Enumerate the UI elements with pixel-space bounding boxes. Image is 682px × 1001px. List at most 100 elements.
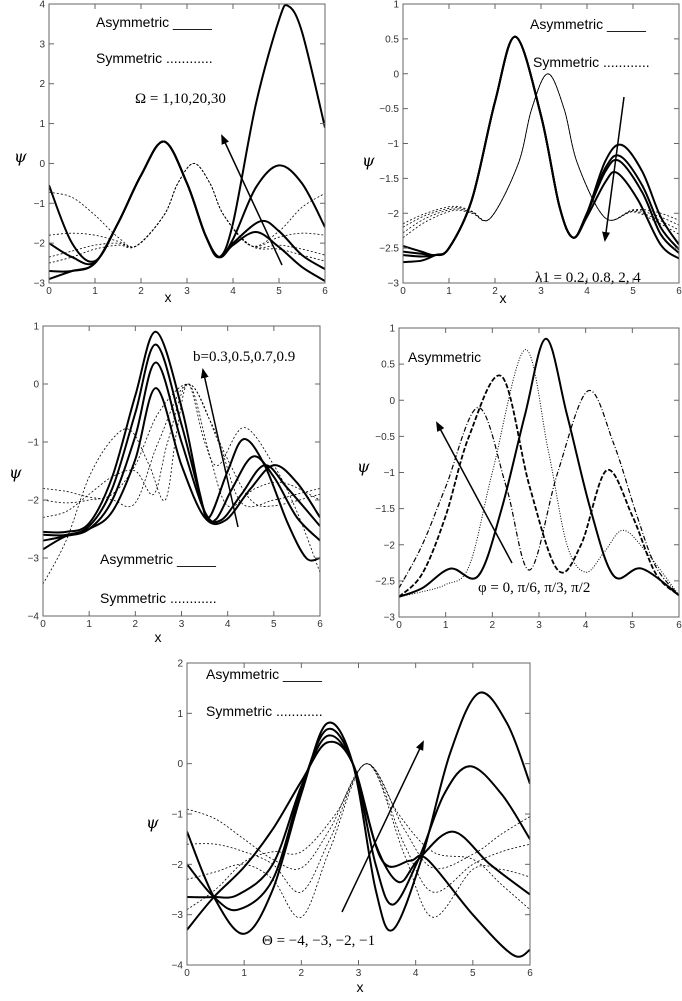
y-tick-label: 1	[39, 119, 45, 130]
series-line-dashed	[399, 374, 679, 598]
x-tick-label: 6	[317, 619, 323, 630]
y-tick-label: 0.5	[381, 360, 395, 371]
y-tick-label: 0	[177, 759, 183, 770]
series-line-asymmetric	[43, 330, 320, 562]
x-tick-label: 4	[583, 620, 589, 631]
x-tick-label: 5	[630, 620, 636, 631]
series-line-asymmetric	[43, 387, 320, 551]
panel-1: 0 1 2 3 4 5 6 −3 −2 −1 0 1 2 3 4 ψ x Asymmetric _____ Symm…	[14, 0, 328, 305]
y-tick-label: −2	[172, 860, 184, 871]
series-line-symmetric	[43, 383, 320, 585]
legend-entry: Asymmetric _____	[206, 666, 322, 682]
y-axis-label: ψ	[14, 147, 27, 166]
y-tick-label: 4	[39, 0, 45, 11]
parameter-annotation: Θ = −4, −3, −2, −1	[262, 933, 375, 949]
y-tick-label: −1.5	[379, 174, 399, 185]
trend-arrow-icon	[221, 134, 283, 266]
y-tick-label: −3	[384, 613, 396, 624]
y-tick-label: −0.5	[379, 104, 399, 115]
y-tick-label: −2	[28, 496, 40, 507]
y-tick-label: −3	[172, 910, 184, 921]
y-tick-label: 0	[33, 380, 39, 391]
series-line-solid	[399, 337, 679, 598]
series-line-symmetric	[403, 73, 679, 228]
x-axis-label: x	[155, 629, 162, 645]
x-axis-label: x	[357, 979, 364, 995]
x-tick-label: 5	[276, 286, 282, 297]
y-tick-label: 3	[39, 39, 45, 50]
x-tick-label: 5	[470, 968, 476, 979]
x-tick-label: 3	[179, 619, 185, 630]
x-tick-label: 0	[184, 968, 190, 979]
series-line-asymmetric	[49, 140, 325, 282]
x-tick-label: 2	[490, 620, 496, 631]
y-tick-label: −2.5	[375, 576, 395, 587]
y-tick-label: −2	[388, 209, 400, 220]
y-tick-label: 0	[393, 69, 399, 80]
series-line-symmetric	[49, 163, 325, 258]
x-tick-label: 6	[676, 620, 682, 631]
legend-entry: Asymmetric _____	[530, 16, 646, 32]
x-tick-label: 3	[536, 620, 542, 631]
legend-entry: Symmetric ............	[100, 590, 217, 606]
series-line-asymmetric	[43, 343, 320, 542]
x-tick-label: 3	[538, 286, 544, 297]
y-tick-label: −4	[28, 612, 40, 623]
x-tick-label: 2	[133, 619, 139, 630]
series-line-symmetric	[403, 73, 679, 239]
series-line-symmetric	[43, 383, 320, 508]
series-line-symmetric	[187, 763, 530, 918]
y-tick-label: 2	[39, 79, 45, 90]
plot-frame	[402, 3, 680, 284]
series-line-symmetric	[187, 763, 530, 910]
y-tick-label: −4	[172, 961, 184, 972]
y-tick-label: −3	[34, 279, 46, 290]
series-line-asymmetric	[49, 4, 325, 263]
series-line-asymmetric	[403, 35, 679, 264]
x-tick-label: 6	[322, 286, 328, 297]
x-tick-label: 0	[40, 619, 46, 630]
x-axis-label: x	[165, 289, 172, 305]
panel-3: 0 1 2 3 4 5 6 −4 −3 −2 −1 0 1 ψ x Asymmetric _____ Symme…	[9, 322, 323, 646]
x-tick-label: 3	[184, 286, 190, 297]
x-tick-label: 4	[413, 968, 419, 979]
y-tick-label: 1	[33, 322, 39, 333]
y-tick-label: −2	[34, 239, 46, 250]
x-tick-label: 2	[299, 968, 305, 979]
y-tick-label: −1	[28, 438, 40, 449]
x-tick-label: 4	[584, 286, 590, 297]
x-tick-label: 5	[271, 619, 277, 630]
panel-5: 0 1 2 3 4 5 6 −4 −3 −2 −1 0 1 2 ψ x Asymmetric _____ Symm…	[146, 659, 533, 996]
series-line-asymmetric	[187, 740, 530, 958]
y-tick-label: −0.5	[375, 432, 395, 443]
x-tick-label: 6	[527, 968, 533, 979]
y-tick-label: 2	[177, 659, 183, 670]
y-tick-label: −1	[384, 468, 396, 479]
trend-arrow-icon	[602, 96, 625, 242]
parameter-annotation: Ω = 1,10,20,30	[135, 91, 226, 107]
series-line-dash-dot	[399, 390, 679, 596]
x-tick-label: 6	[676, 286, 682, 297]
x-tick-label: 1	[86, 619, 92, 630]
parameter-annotation: b=0.3,0.5,0.7,0.9	[193, 349, 295, 365]
legend-entry: Asymmetric	[408, 349, 481, 365]
trend-arrow-icon	[436, 421, 513, 564]
series-line-symmetric	[49, 163, 325, 264]
y-tick-label: −2	[384, 540, 396, 551]
y-tick-label: 0	[389, 396, 395, 407]
x-tick-label: 4	[230, 286, 236, 297]
series-line-symmetric	[43, 383, 320, 518]
panel-2: 0 1 2 3 4 5 6 −3 −2.5 −2 −1.5 −1 −0.5 0 0.5 1 ψ x Asymmetr…	[362, 0, 682, 306]
y-tick-label: 0.5	[385, 34, 399, 45]
x-tick-label: 0	[46, 286, 52, 297]
plot-frame	[42, 325, 321, 617]
y-tick-label: 1	[389, 324, 395, 335]
legend-entry: Asymmetric _____	[96, 14, 212, 30]
y-tick-label: −3	[28, 554, 40, 565]
y-tick-label: −3	[388, 279, 400, 290]
series-line-dotted	[399, 349, 679, 598]
series-line-asymmetric	[187, 691, 530, 935]
x-tick-label: 5	[630, 286, 636, 297]
series-line-symmetric	[43, 383, 320, 507]
